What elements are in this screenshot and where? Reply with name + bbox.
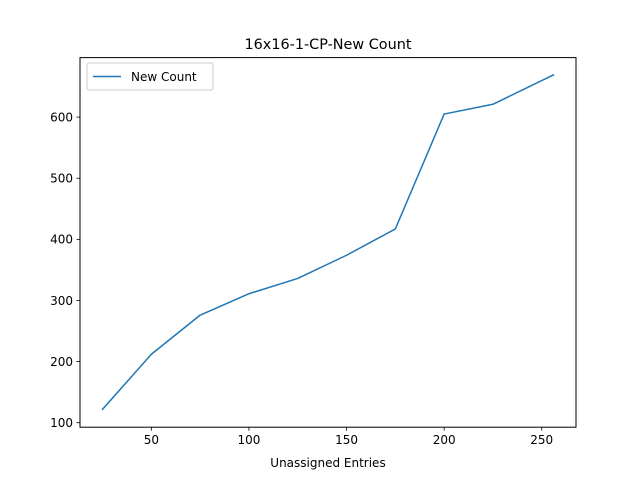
x-tick-label: 150 [335, 433, 358, 447]
y-tick-label: 200 [50, 355, 73, 369]
chart-title: 16x16-1-CP-New Count [245, 37, 412, 53]
x-axis-label: Unassigned Entries [270, 456, 385, 470]
y-tick-label: 500 [50, 172, 73, 186]
legend: New Count [86, 62, 214, 91]
x-tick-label: 50 [144, 433, 159, 447]
y-tick-label: 100 [50, 416, 73, 430]
y-tick-label: 300 [50, 294, 73, 308]
legend-label: New Count [131, 70, 197, 84]
legend-box [86, 62, 214, 91]
x-axis-ticks: 50 100 150 200 250 [144, 427, 553, 447]
x-tick-label: 200 [433, 433, 456, 447]
x-tick-label: 100 [237, 433, 260, 447]
y-tick-label: 600 [50, 110, 73, 124]
plot-area [101, 73, 555, 411]
x-tick-label: 250 [530, 433, 553, 447]
y-tick-label: 400 [50, 233, 73, 247]
axes-frame [79, 57, 577, 428]
y-axis-ticks: 100 200 300 400 500 600 [50, 110, 80, 430]
series-line-new-count [101, 73, 555, 411]
